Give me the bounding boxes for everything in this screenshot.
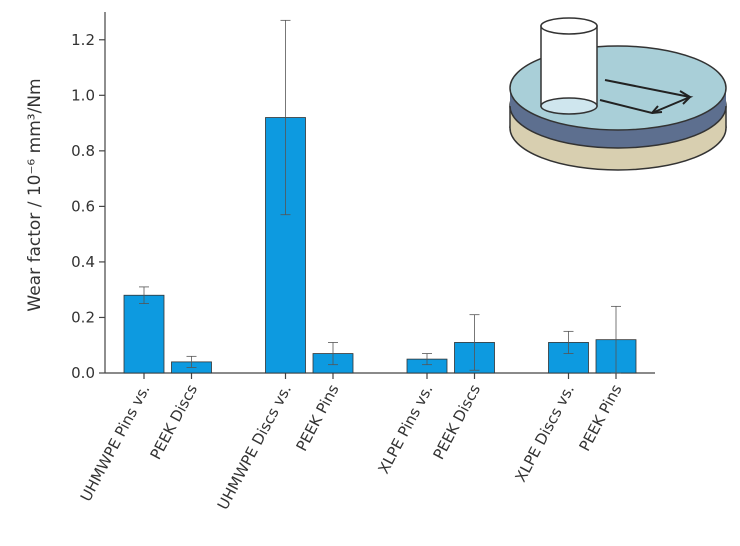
x-tick-label: PEEK Pins	[575, 381, 625, 454]
x-tick-label: XLPE Pins vs.	[374, 381, 436, 476]
y-tick-label: 0.4	[71, 253, 95, 271]
error-bar	[328, 342, 338, 366]
x-tick-label: PEEK Pins	[292, 381, 342, 454]
error-bar	[469, 314, 480, 371]
y-axis-label: Wear factor / 10⁻⁶ mm³/Nm	[25, 78, 45, 311]
error-bar	[139, 286, 149, 304]
y-tick-label: 0.8	[71, 142, 95, 160]
x-tick-label: PEEK Discs	[147, 381, 202, 462]
x-tick-label: UHMWPE Discs vs.	[214, 381, 295, 512]
x-tick-label: PEEK Discs	[430, 381, 485, 462]
y-tick-label: 0.6	[71, 197, 95, 215]
error-bar	[186, 355, 197, 368]
pin-on-disc-illustration	[509, 17, 727, 171]
error-bar	[280, 19, 291, 216]
error-bar	[563, 330, 574, 354]
bar	[123, 294, 165, 374]
y-tick-label: 1.0	[71, 86, 95, 104]
y-tick-label: 0.2	[71, 308, 95, 326]
x-tick-label: UHMWPE Pins vs.	[77, 381, 154, 504]
y-tick-label: 1.2	[71, 31, 95, 49]
error-bar	[422, 353, 432, 366]
error-bar	[611, 305, 621, 374]
y-tick-label: 0.0	[71, 364, 95, 382]
x-tick-label: XLPE Discs vs.	[512, 381, 578, 485]
